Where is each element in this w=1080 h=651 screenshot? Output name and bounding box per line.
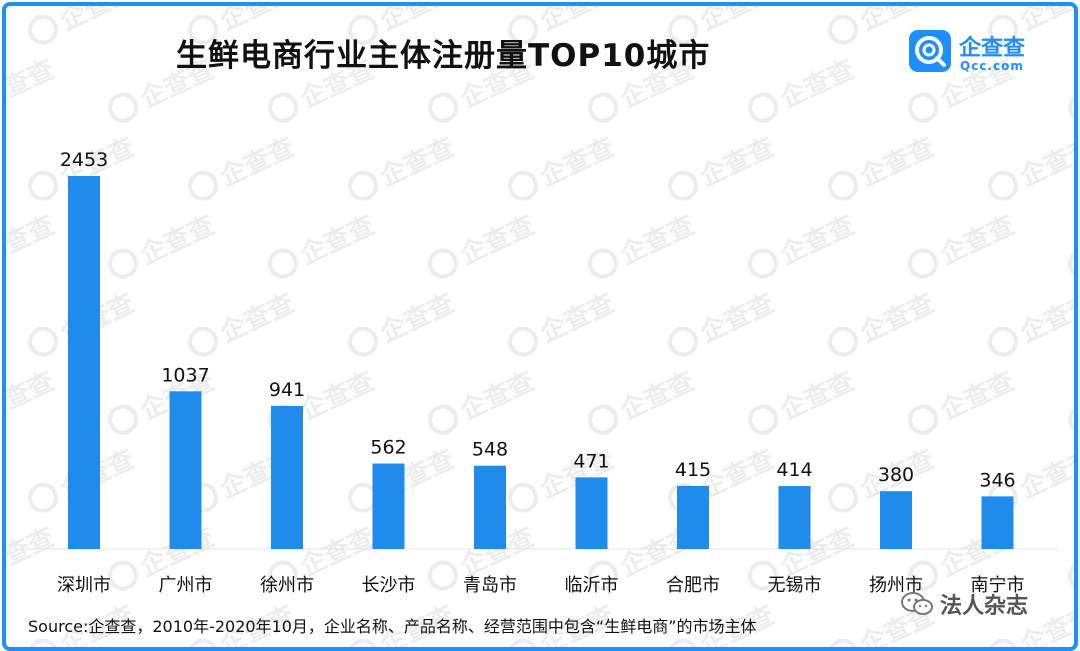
source-note: Source:企查查，2010年-2020年10月，企业名称、产品名称、经营范围… <box>28 617 757 636</box>
credit-label: 法人杂志 <box>900 588 1028 623</box>
value-label-2: 941 <box>269 379 305 401</box>
bar-9 <box>981 496 1014 549</box>
category-label-6: 合肥市 <box>666 575 720 596</box>
wechat-icon <box>900 591 934 623</box>
watermark-tile: 企查查 <box>1068 560 1074 591</box>
bar-5 <box>575 477 608 549</box>
watermark-tile: 企查查 <box>1068 248 1074 279</box>
value-label-3: 562 <box>370 437 406 459</box>
qcc-logo-icon <box>909 30 951 72</box>
bar-0 <box>68 176 100 549</box>
credit-text: 法人杂志 <box>940 594 1029 619</box>
value-label-8: 380 <box>878 464 914 486</box>
value-label-6: 415 <box>675 459 711 481</box>
bar-4 <box>474 465 506 549</box>
bar-6 <box>677 485 709 549</box>
bar-1 <box>169 391 202 549</box>
watermark-tile: 企查查 <box>1068 92 1074 123</box>
logo-name: 企查查 <box>959 36 1026 61</box>
category-label-9: 南宁市 <box>971 575 1025 596</box>
value-label-0: 2453 <box>60 149 108 171</box>
watermark-tile: 企查查 <box>1068 404 1074 435</box>
category-label-0: 深圳市 <box>57 575 111 596</box>
qcc-logo: 企查查 Qcc.com <box>909 30 1049 78</box>
bar-8 <box>880 491 912 549</box>
value-label-9: 346 <box>979 469 1015 491</box>
value-label-4: 548 <box>472 439 508 461</box>
category-label-7: 无锡市 <box>768 575 822 596</box>
category-label-4: 青岛市 <box>463 575 517 596</box>
value-label-5: 471 <box>573 450 609 472</box>
value-label-1: 1037 <box>161 364 209 386</box>
bar-2 <box>271 405 303 549</box>
watermark-layer: 企查查 企查查 企查查 企查查 企查查 企查查 企查查企查查 企查查 企查查 企查查 企查查 企查查企… <box>6 6 1074 647</box>
chart-title: 生鲜电商行业主体注册量TOP10城市 <box>176 38 711 74</box>
category-label-2: 徐州市 <box>260 575 314 596</box>
category-label-8: 扬州市 <box>869 575 923 596</box>
category-label-1: 广州市 <box>159 575 213 596</box>
category-label-5: 临沂市 <box>565 575 619 596</box>
category-label-3: 长沙市 <box>362 575 416 596</box>
bar-7 <box>778 486 811 549</box>
value-label-7: 414 <box>776 459 812 481</box>
logo-url: Qcc.com <box>960 59 1024 73</box>
bar-chart: 2453 深圳市 1037 广州市 941 徐州市 562 长沙市 548 青岛市 471 临沂市 41… <box>22 149 1058 596</box>
bar-3 <box>372 463 405 549</box>
